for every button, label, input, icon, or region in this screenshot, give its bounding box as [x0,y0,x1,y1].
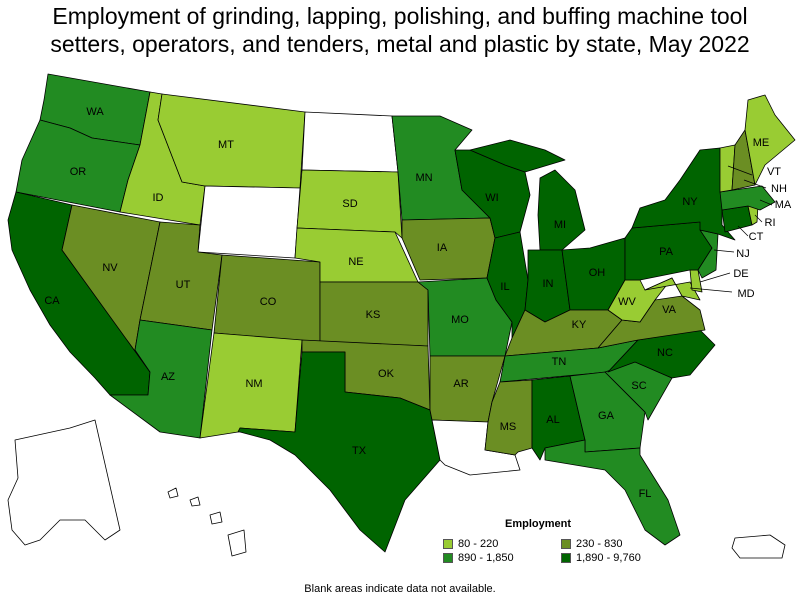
legend-swatch-1 [443,539,453,549]
legend-label-3: 890 - 1,850 [458,552,514,564]
state-ND[interactable] [301,111,399,173]
label-WV: WV [618,296,636,308]
label-DE: DE [733,268,748,280]
label-NE: NE [348,256,363,268]
label-MO: MO [451,314,469,326]
state-MD[interactable] [644,277,701,301]
footnote: Blank areas indicate data not available. [304,583,496,595]
state-KS[interactable] [319,281,429,347]
legend-label-1: 80 - 220 [458,538,499,550]
label-NH: NH [771,183,787,195]
label-CA: CA [44,295,60,307]
legend-title: Employment [504,518,571,530]
label-KY: KY [572,319,587,331]
label-WA: WA [86,106,104,118]
legend: Employment 80 - 220 230 - 830 890 - 1,85… [443,518,673,564]
label-ME: ME [753,137,770,149]
state-FL[interactable] [544,439,681,546]
legend-item-1: 80 - 220 [443,538,561,550]
label-MD: MD [737,288,754,300]
leader-lines [689,165,773,293]
legend-item-3: 890 - 1,850 [443,552,561,564]
state-AZ[interactable] [109,319,213,439]
label-CT: CT [749,231,764,243]
state-MA[interactable] [719,185,776,211]
map-title-line2: setters, operators, and tenders, metal a… [50,31,750,57]
label-KS: KS [366,309,381,321]
state-labels: WA OR CA ID NV MT UT AZ CO NM SD NE KS O… [44,106,698,500]
label-WI: WI [485,192,498,204]
legend-label-4: 1,890 - 9,760 [576,552,641,564]
label-TN: TN [552,356,567,368]
legend-swatch-3 [443,553,453,563]
label-OH: OH [589,267,606,279]
state-TX[interactable] [237,351,441,553]
state-CT[interactable] [721,205,753,233]
state-AK[interactable] [7,419,121,546]
map-title-line1: Employment of grinding, lapping, polishi… [52,3,748,29]
state-MI[interactable] [469,139,586,251]
label-MT: MT [218,139,234,151]
label-MN: MN [415,172,432,184]
label-AR: AR [453,378,468,390]
legend-swatch-2 [561,539,571,549]
legend-item-4: 1,890 - 9,760 [561,552,679,564]
label-MA: MA [775,199,792,211]
label-IA: IA [437,242,448,254]
us-choropleth-map: WA OR CA ID NV MT UT AZ CO NM SD NE KS O… [7,73,796,559]
state-PR[interactable] [731,534,786,559]
legend-items: 80 - 220 230 - 830 890 - 1,850 1,890 - 9… [443,538,673,564]
state-SD[interactable] [296,169,403,239]
state-WY[interactable] [197,185,301,259]
label-NM: NM [245,378,262,390]
label-TX: TX [352,445,367,457]
label-RI: RI [765,217,776,229]
state-IA[interactable] [401,217,496,281]
label-AZ: AZ [161,371,175,383]
label-IL: IL [500,281,509,293]
label-SD: SD [342,198,357,210]
label-UT: UT [176,279,191,291]
legend-swatch-4 [561,553,571,563]
label-NC: NC [657,347,673,359]
label-IN: IN [543,278,554,290]
label-NV: NV [102,262,118,274]
callout-labels: VT NH MA RI CT NJ DE MD ME [733,137,792,300]
label-MS: MS [500,421,517,433]
label-GA: GA [598,410,615,422]
legend-item-2: 230 - 830 [561,538,679,550]
label-VT: VT [767,166,781,178]
label-SC: SC [631,380,646,392]
legend-label-2: 230 - 830 [576,538,623,550]
map-title: Employment of grinding, lapping, polishi… [0,2,800,58]
label-VA: VA [662,304,677,316]
label-CO: CO [260,296,277,308]
state-HI[interactable] [167,487,247,557]
label-MI: MI [554,219,566,231]
label-FL: FL [639,488,652,500]
label-OR: OR [70,166,87,178]
label-PA: PA [659,246,674,258]
label-OK: OK [378,368,395,380]
label-AL: AL [546,414,559,426]
label-ID: ID [153,192,164,204]
label-NJ: NJ [736,248,749,260]
state-ME[interactable] [744,94,796,186]
label-NY: NY [682,196,698,208]
